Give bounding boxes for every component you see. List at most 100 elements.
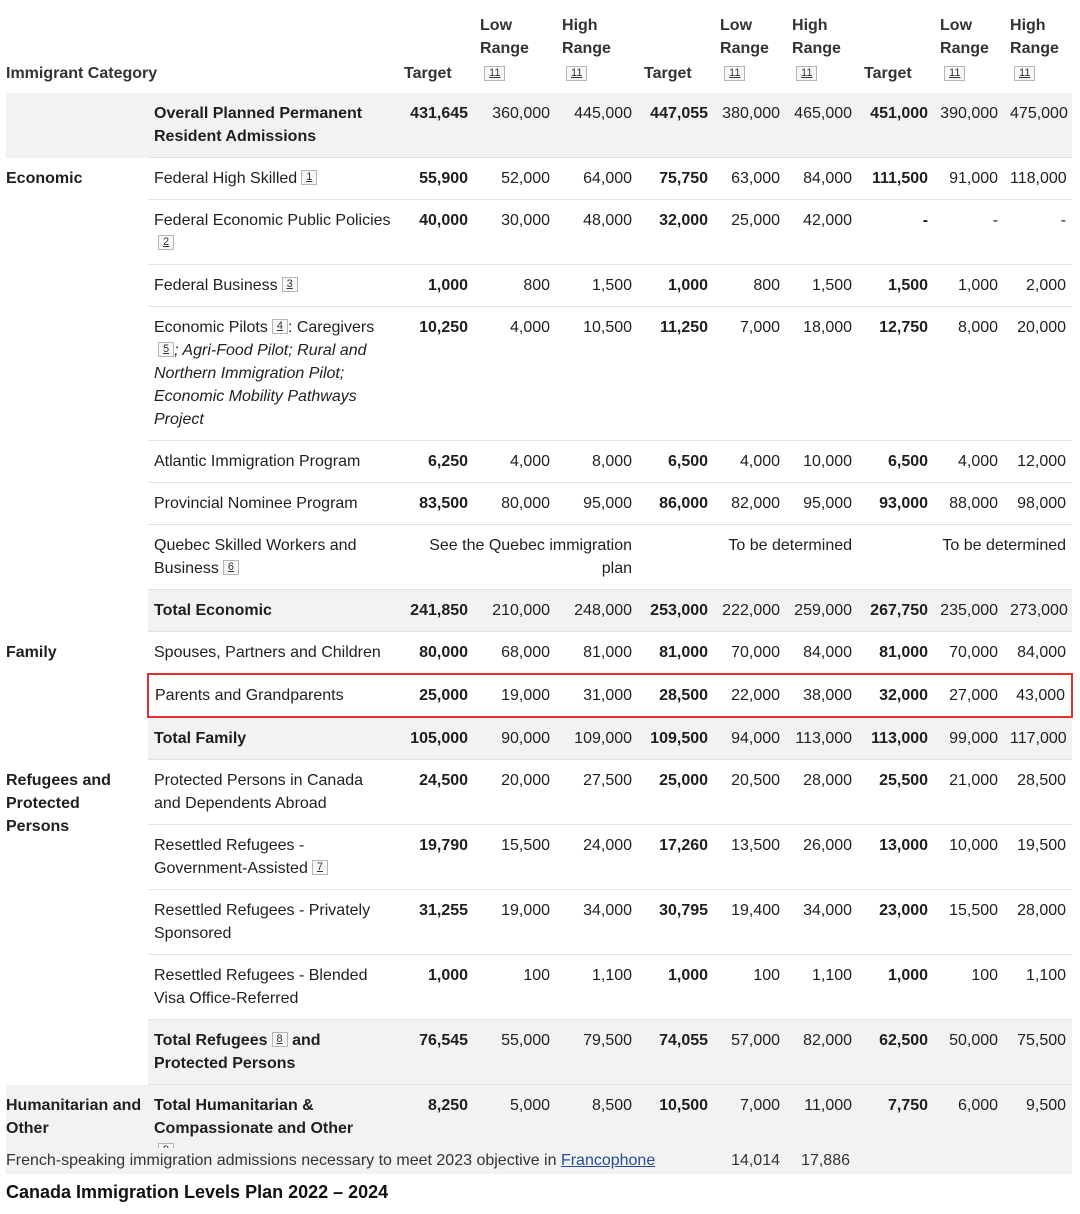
footnote-link[interactable]: 11 bbox=[484, 66, 506, 81]
category-cell: Refugees and Protected Persons bbox=[6, 759, 148, 1085]
subcategory-label: Resettled Refugees - Government-Assisted bbox=[154, 837, 308, 877]
low-range-cell: 94,000 bbox=[714, 716, 787, 760]
low-range-cell: 380,000 bbox=[714, 93, 787, 158]
low-range-cell: 88,000 bbox=[934, 482, 1005, 525]
subcategory-cell: Protected Persons in Canada and Dependen… bbox=[148, 759, 399, 825]
high-range-cell: 26,000 bbox=[786, 824, 859, 890]
spanned-note-cell: To be determined bbox=[638, 524, 859, 590]
low-range-cell: 360,000 bbox=[474, 93, 557, 158]
high-range-cell: 75,500 bbox=[1004, 1019, 1073, 1085]
high-range-cell: 8,000 bbox=[556, 440, 639, 483]
high-range-cell: 465,000 bbox=[786, 93, 859, 158]
subcategory-label: Total Economic bbox=[154, 602, 272, 619]
target-value-cell: 83,500 bbox=[398, 482, 475, 525]
subcategory-cell: Atlantic Immigration Program bbox=[148, 440, 399, 483]
high-range-cell: 10,000 bbox=[786, 440, 859, 483]
low-range-cell: 4,000 bbox=[714, 440, 787, 483]
low-range-cell: 57,000 bbox=[714, 1019, 787, 1085]
header-high-range-2022: High Range 11 bbox=[562, 17, 611, 81]
low-range-cell: 19,400 bbox=[714, 889, 787, 955]
high-range-cell: 109,000 bbox=[556, 716, 639, 760]
table-row: Resettled Refugees - Government-Assisted… bbox=[6, 824, 1073, 890]
target-value-cell: 10,250 bbox=[398, 306, 475, 441]
target-value-cell: 12,750 bbox=[858, 306, 935, 441]
subcategory-cell: Federal Business 3 bbox=[148, 264, 399, 307]
subcategory-label: Atlantic Immigration Program bbox=[154, 453, 361, 470]
low-range-cell: - bbox=[934, 199, 1005, 265]
subcategory-label: Protected Persons in Canada and Dependen… bbox=[154, 772, 364, 812]
subcategory-cell: Parents and Grandparents bbox=[146, 673, 399, 718]
footnote-link[interactable]: 11 bbox=[944, 66, 966, 81]
high-range-cell: 81,000 bbox=[556, 631, 639, 674]
target-value-cell: 62,500 bbox=[858, 1019, 935, 1085]
target-value-cell: 32,000 bbox=[638, 199, 715, 265]
francophone-objective-label: French-speaking immigration admissions n… bbox=[6, 1152, 656, 1169]
subcategory-pilot-list: ; Agri-Food Pilot; Rural and Northern Im… bbox=[154, 342, 367, 428]
high-range-cell: 28,500 bbox=[1004, 759, 1073, 825]
francophone-link[interactable]: Francophone bbox=[560, 1152, 656, 1169]
target-value-cell: 447,055 bbox=[638, 93, 715, 158]
footnote-link[interactable]: 11 bbox=[724, 66, 746, 81]
table-body: Overall Planned Permanent Resident Admis… bbox=[6, 93, 1074, 1172]
target-value-cell: 17,260 bbox=[638, 824, 715, 890]
footnote-link[interactable]: 3 bbox=[281, 277, 298, 292]
high-range-cell: 117,000 bbox=[1004, 716, 1073, 760]
table-row-highlighted: Parents and Grandparents 25,000 19,000 31,0… bbox=[6, 673, 1074, 718]
subcategory-cell: Quebec Skilled Workers and Business 6 bbox=[148, 524, 399, 590]
subcategory-cell: Resettled Refugees - Blended Visa Office… bbox=[148, 954, 399, 1020]
header-high-range-2023: High Range 11 bbox=[792, 17, 841, 81]
subcategory-label: Economic Pilots bbox=[154, 319, 268, 336]
low-range-cell: 70,000 bbox=[714, 631, 787, 674]
high-range-cell: 12,000 bbox=[1004, 440, 1073, 483]
high-range-cell: 42,000 bbox=[786, 199, 859, 265]
high-range-cell: 19,500 bbox=[1004, 824, 1073, 890]
footnote-link[interactable]: 11 bbox=[796, 66, 818, 81]
table-row: Economic Pilots 4: Caregivers 5; Agri-Food… bbox=[6, 306, 1073, 441]
footnote-link[interactable]: 11 bbox=[1014, 66, 1036, 81]
subcategory-label: Federal High Skilled bbox=[154, 170, 298, 187]
high-range-cell: 1,100 bbox=[786, 954, 859, 1020]
table-row: Economic Federal High Skilled 1 55,900 52,00… bbox=[6, 157, 1073, 632]
footnote-link[interactable]: 11 bbox=[566, 66, 588, 81]
target-value-cell: 1,000 bbox=[858, 954, 935, 1020]
target-value-cell: 109,500 bbox=[638, 716, 715, 760]
high-range-cell: 27,500 bbox=[556, 759, 639, 825]
footnote-link[interactable]: 5 bbox=[158, 342, 175, 357]
high-range-cell: 18,000 bbox=[786, 306, 859, 441]
target-value-cell: 31,255 bbox=[398, 889, 475, 955]
target-value-cell: 76,545 bbox=[398, 1019, 475, 1085]
low-range-cell: 22,000 bbox=[714, 673, 787, 718]
target-value-cell: 19,790 bbox=[398, 824, 475, 890]
target-value-cell: 6,500 bbox=[858, 440, 935, 483]
low-range-cell: 80,000 bbox=[474, 482, 557, 525]
footnote-link[interactable]: 4 bbox=[271, 319, 288, 334]
high-range-cell: 24,000 bbox=[556, 824, 639, 890]
footnote-link[interactable]: 6 bbox=[222, 560, 240, 575]
high-range-cell: 259,000 bbox=[786, 589, 859, 632]
target-value-cell: 1,000 bbox=[638, 264, 715, 307]
table-row: Federal Economic Public Policies2 40,000 3… bbox=[6, 199, 1073, 265]
low-range-cell: 55,000 bbox=[474, 1019, 557, 1085]
table-row: Quebec Skilled Workers and Business 6 See … bbox=[6, 524, 1073, 590]
subcategory-label: Overall Planned Permanent Resident Admis… bbox=[154, 105, 363, 145]
target-value-cell: 1,500 bbox=[858, 264, 935, 307]
subcategory-label-continued: and Protected Persons bbox=[154, 1032, 321, 1072]
category-cell bbox=[6, 93, 148, 158]
header-immigrant-category: Immigrant Category bbox=[6, 65, 158, 82]
target-value-cell: 11,250 bbox=[638, 306, 715, 441]
low-range-cell: 90,000 bbox=[474, 716, 557, 760]
target-value-cell: 40,000 bbox=[398, 199, 475, 265]
footnote-link[interactable]: 8 bbox=[271, 1032, 288, 1047]
high-range-cell: 84,000 bbox=[1004, 631, 1073, 674]
footnote-link[interactable]: 2 bbox=[158, 235, 175, 250]
low-range-cell: 8,000 bbox=[934, 306, 1005, 441]
subcategory-cell: Economic Pilots 4: Caregivers 5; Agri-Food… bbox=[148, 306, 399, 441]
low-range-cell: 63,000 bbox=[714, 157, 787, 200]
category-cell: Economic bbox=[6, 157, 148, 632]
levels-table-wrapper: Immigrant Category Target Low Range 11 Hi… bbox=[6, 8, 1074, 1172]
footnote-link[interactable]: 1 bbox=[301, 170, 318, 185]
footnote-link[interactable]: 7 bbox=[311, 860, 328, 875]
target-value-cell: 23,000 bbox=[858, 889, 935, 955]
header-target-2024: Target bbox=[864, 65, 912, 82]
table-row: Resettled Refugees - Privately Sponsored… bbox=[6, 889, 1073, 955]
